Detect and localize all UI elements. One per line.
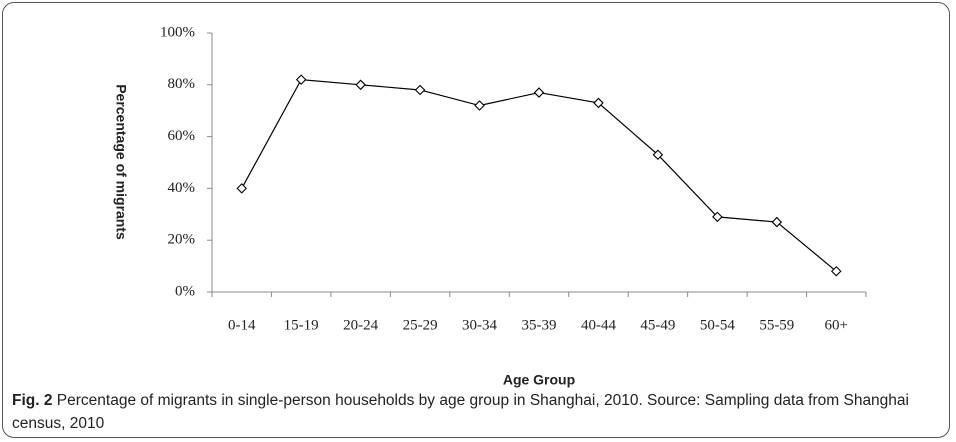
x-tick-label: 15-19 (284, 317, 319, 333)
data-point (533, 87, 545, 98)
y-tick-label: 40% (168, 180, 196, 196)
y-tick-label: 100% (160, 24, 195, 40)
caption-label: Fig. 2 (12, 392, 53, 409)
data-point (593, 97, 604, 109)
caption-text: Percentage of migrants in single-person … (12, 392, 909, 432)
x-tick-label: 25-29 (403, 317, 438, 333)
data-point (355, 79, 366, 91)
data-point (414, 84, 426, 96)
x-tick-label: 0-14 (228, 317, 256, 333)
data-point (474, 100, 485, 111)
x-tick-label: 55-59 (759, 317, 794, 333)
data-point (295, 74, 307, 85)
data-point (652, 149, 664, 161)
x-tick-label: 30-34 (462, 317, 497, 333)
y-axis-title: Percentage of migrants (113, 84, 129, 240)
y-tick-label: 20% (168, 232, 196, 248)
data-point (236, 183, 248, 194)
data-point (771, 216, 783, 228)
x-axis-title: Age Group (503, 372, 575, 388)
data-point (830, 266, 842, 277)
y-tick-label: 0% (175, 283, 195, 299)
x-tick-label: 50-54 (700, 317, 735, 333)
figure-frame (2, 2, 950, 438)
y-tick-label: 60% (168, 128, 196, 144)
x-tick-label: 35-39 (522, 317, 557, 333)
data-line (241, 78, 837, 272)
x-tick-label: 20-24 (343, 317, 378, 333)
data-point (712, 211, 723, 223)
x-tick-label: 40-44 (581, 317, 616, 333)
x-tick-label: 60+ (825, 317, 848, 333)
x-tick-label: 45-49 (640, 317, 675, 333)
caption: Fig. 2 Percentage of migrants in single-… (12, 389, 937, 435)
y-tick-label: 80% (168, 76, 196, 92)
